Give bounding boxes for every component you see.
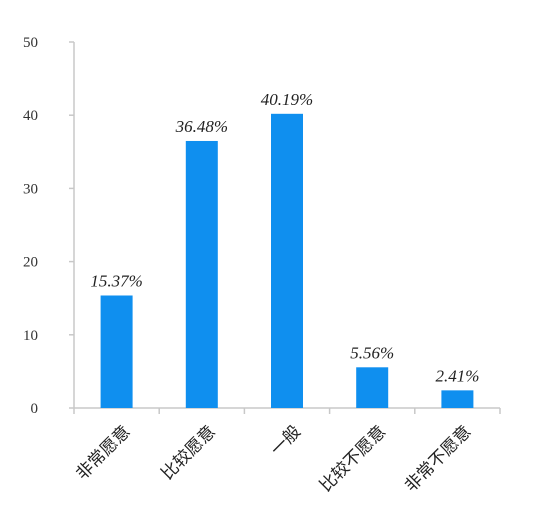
bar — [100, 295, 133, 408]
bar — [356, 367, 389, 408]
bar — [185, 140, 218, 408]
y-tick-label: 0 — [31, 401, 39, 417]
data-label: 5.56% — [350, 343, 394, 362]
category-label: 非常不愿意 — [401, 422, 475, 496]
bar — [271, 113, 303, 408]
y-tick-label: 40 — [23, 108, 38, 124]
x-axis-ticks — [73, 408, 501, 414]
data-labels: 15.37% 36.48% 40.19% 5.56% 2.41% — [90, 90, 479, 386]
y-axis-ticks: 0 10 20 30 40 50 — [23, 35, 74, 417]
y-tick-label: 30 — [23, 181, 38, 197]
category-label: 比较不愿意 — [316, 422, 390, 496]
data-label: 36.48% — [175, 117, 228, 136]
category-label: 一般 — [267, 422, 305, 460]
category-label: 比较愿意 — [158, 422, 220, 484]
y-tick-label: 20 — [23, 255, 38, 271]
category-labels: 非常愿意 比较愿意 一般 比较不愿意 非常不愿意 — [72, 422, 475, 496]
y-tick-label: 50 — [23, 35, 38, 51]
data-label: 2.41% — [435, 366, 479, 385]
data-label: 15.37% — [90, 271, 142, 290]
bars — [100, 113, 474, 408]
y-tick-label: 10 — [23, 328, 38, 344]
data-label: 40.19% — [261, 90, 313, 109]
category-label: 非常愿意 — [72, 422, 134, 484]
bar — [441, 390, 474, 408]
